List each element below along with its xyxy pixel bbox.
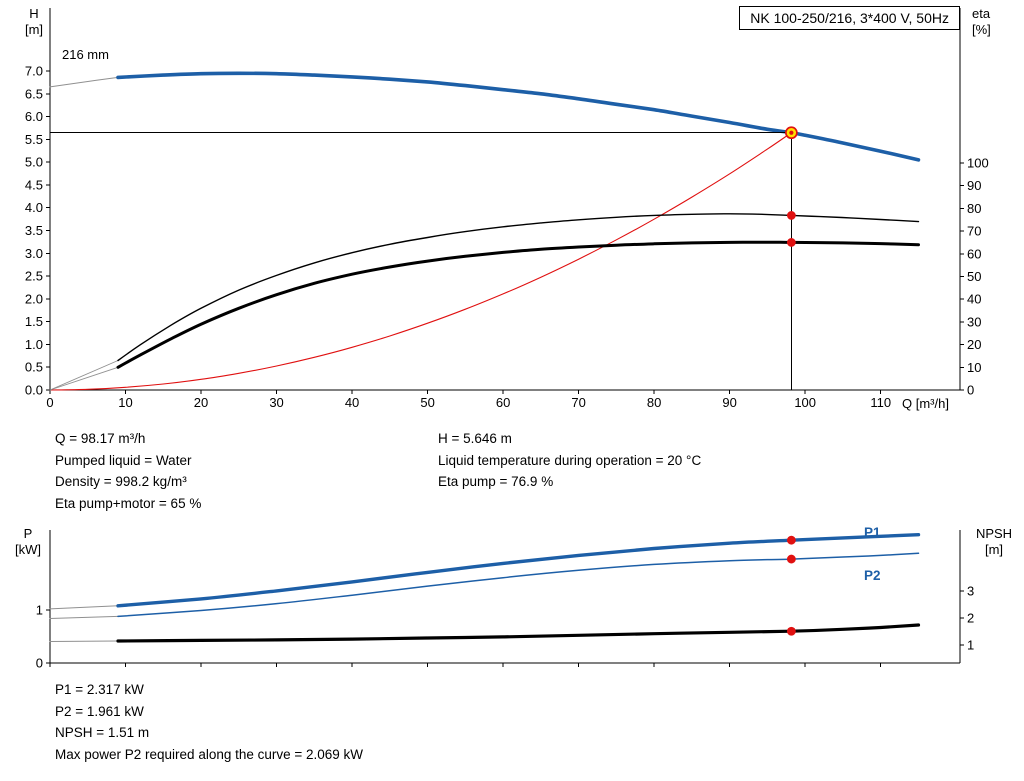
head-yleft-tick: 2.0	[25, 291, 43, 306]
power-yleft-tick: 0	[36, 656, 43, 671]
power-yleft-tick: 1	[36, 603, 43, 618]
head-yleft-tick: 1.5	[25, 314, 43, 329]
head-x-tick: 80	[647, 395, 661, 410]
head-yright-tick: 100	[967, 156, 989, 171]
eta-pump-motor-curve	[116, 240, 920, 369]
power-npsh-chart: 1 0 3 2 1	[36, 530, 974, 671]
head-yleft-tick: 0.0	[25, 383, 43, 398]
p2-curve-label: P2	[864, 568, 881, 583]
npsh-curve	[116, 623, 921, 643]
head-yleft-tick: 7.0	[25, 64, 43, 79]
pump-model-title: NK 100-250/216, 3*400 V, 50Hz	[739, 6, 960, 30]
result-line-maxpower: Max power P2 required along the curve = …	[55, 746, 364, 762]
q-axis-label: Q [m³/h]	[902, 396, 949, 411]
head-yright-tick: 90	[967, 178, 981, 193]
head-x-tick: 90	[722, 395, 736, 410]
result-line-p1: P1 = 2.317 kW	[55, 682, 144, 697]
head-yleft-tick: 5.0	[25, 155, 43, 170]
head-x-tick: 60	[496, 395, 510, 410]
npsh-axis-label: NPSH [m]	[966, 526, 1022, 558]
head-yleft-tick: 6.5	[25, 86, 43, 101]
head-yleft-tick: 5.5	[25, 132, 43, 147]
result-line-liquid: Pumped liquid = Water	[55, 452, 192, 468]
head-yright-tick: 40	[967, 292, 981, 307]
p-axis-label-line2: [kW]	[15, 542, 41, 557]
operating-data-left-column: Q = 98.17 m³/h Pumped liquid = Water Den…	[55, 428, 201, 514]
power-yright-tick: 2	[967, 611, 974, 626]
head-yleft-tick: 2.5	[25, 269, 43, 284]
head-x-tick: 40	[345, 395, 359, 410]
head-yleft-tick: 3.0	[25, 246, 43, 261]
system-curve	[49, 132, 792, 391]
head-yleft-tick: 4.0	[25, 200, 43, 215]
head-yleft-tick: 3.5	[25, 223, 43, 238]
pump-curve-lead	[49, 76, 119, 88]
head-yright-tick: 30	[967, 314, 981, 329]
duty-value-dot	[786, 211, 796, 220]
head-x-tick: 20	[194, 395, 208, 410]
duty-value-dot	[786, 238, 796, 247]
result-line-temperature: Liquid temperature during operation = 20…	[438, 452, 702, 468]
head-x-tick: 0	[46, 395, 53, 410]
result-line-p2: P2 = 1.961 kW	[55, 703, 144, 719]
eta-axis-label: eta [%]	[972, 6, 1020, 38]
power-axes	[46, 530, 964, 667]
head-x-tick: 70	[571, 395, 585, 410]
head-x-tick: 10	[118, 395, 132, 410]
result-line-eta-pump-motor: Eta pump+motor = 65 %	[55, 495, 202, 511]
p1-lead	[49, 605, 119, 610]
head-x-tick: 50	[420, 395, 434, 410]
p1-curve-label: P1	[864, 525, 881, 540]
head-yleft-tick: 4.5	[25, 177, 43, 192]
impeller-diameter-label: 216 mm	[62, 47, 109, 62]
power-yright-tick: 1	[967, 638, 974, 653]
head-yleft-tick: 0.5	[25, 360, 43, 375]
head-yright-tick: 50	[967, 269, 981, 284]
npsh-axis-label-line2: [m]	[984, 542, 1004, 557]
eta-axis-label-line1: eta	[972, 6, 991, 21]
head-yright-tick: 60	[967, 246, 981, 261]
result-line-eta-pump: Eta pump = 76.9 %	[438, 474, 554, 489]
head-yright-tick: 0	[967, 383, 974, 398]
npsh-lead	[49, 640, 119, 642]
duty-point-marker	[785, 126, 798, 140]
power-data-block: P1 = 2.317 kW P2 = 1.961 kW NPSH = 1.51 …	[55, 679, 363, 765]
head-yleft-tick: 1.0	[25, 337, 43, 352]
p2-lead	[49, 615, 119, 619]
p1-curve	[116, 533, 921, 608]
head-x-tick: 100	[794, 395, 816, 410]
head-yright-tick: 20	[967, 337, 981, 352]
head-yright-tick: 70	[967, 224, 981, 239]
duty-value-dot	[786, 535, 796, 545]
duty-value-dot	[786, 554, 796, 564]
head-x-tick: 30	[269, 395, 283, 410]
npsh-axis-label-line1: NPSH	[975, 526, 1013, 541]
p-axis-label: P [kW]	[6, 526, 50, 558]
h-axis-label: H [m]	[16, 6, 52, 38]
head-yright-tick: 80	[967, 201, 981, 216]
eta-pump-motor-lead	[49, 366, 119, 391]
p-axis-label-line1: P	[23, 526, 33, 541]
eta-pump-lead	[49, 360, 119, 391]
h-axis-label-line1: H	[29, 6, 39, 21]
head-x-tick: 110	[870, 395, 891, 410]
p2-curve	[117, 552, 920, 618]
head-yright-tick: 10	[967, 360, 981, 375]
power-yright-tick: 3	[967, 584, 974, 599]
result-line-q: Q = 98.17 m³/h	[55, 431, 146, 446]
duty-point-crosshair	[50, 132, 792, 390]
head-yleft-tick: 6.0	[25, 109, 43, 124]
result-line-density: Density = 998.2 kg/m³	[55, 474, 187, 489]
hq-eta-chart: 7.0 6.5 6.0 5.5 5.0 4.5 4.0 3.5 3.0 2.5 2.0 1.5 1.0 0…	[25, 8, 989, 410]
head-axes	[46, 8, 964, 394]
result-line-npsh: NPSH = 1.51 m	[55, 725, 150, 740]
result-line-h: H = 5.646 m	[438, 431, 512, 446]
duty-value-dot	[786, 626, 796, 636]
h-axis-label-line2: [m]	[24, 22, 44, 37]
pump-curve-216mm	[116, 71, 921, 162]
operating-data-right-column: H = 5.646 m Liquid temperature during op…	[438, 428, 701, 493]
eta-axis-label-line2: [%]	[972, 22, 991, 37]
